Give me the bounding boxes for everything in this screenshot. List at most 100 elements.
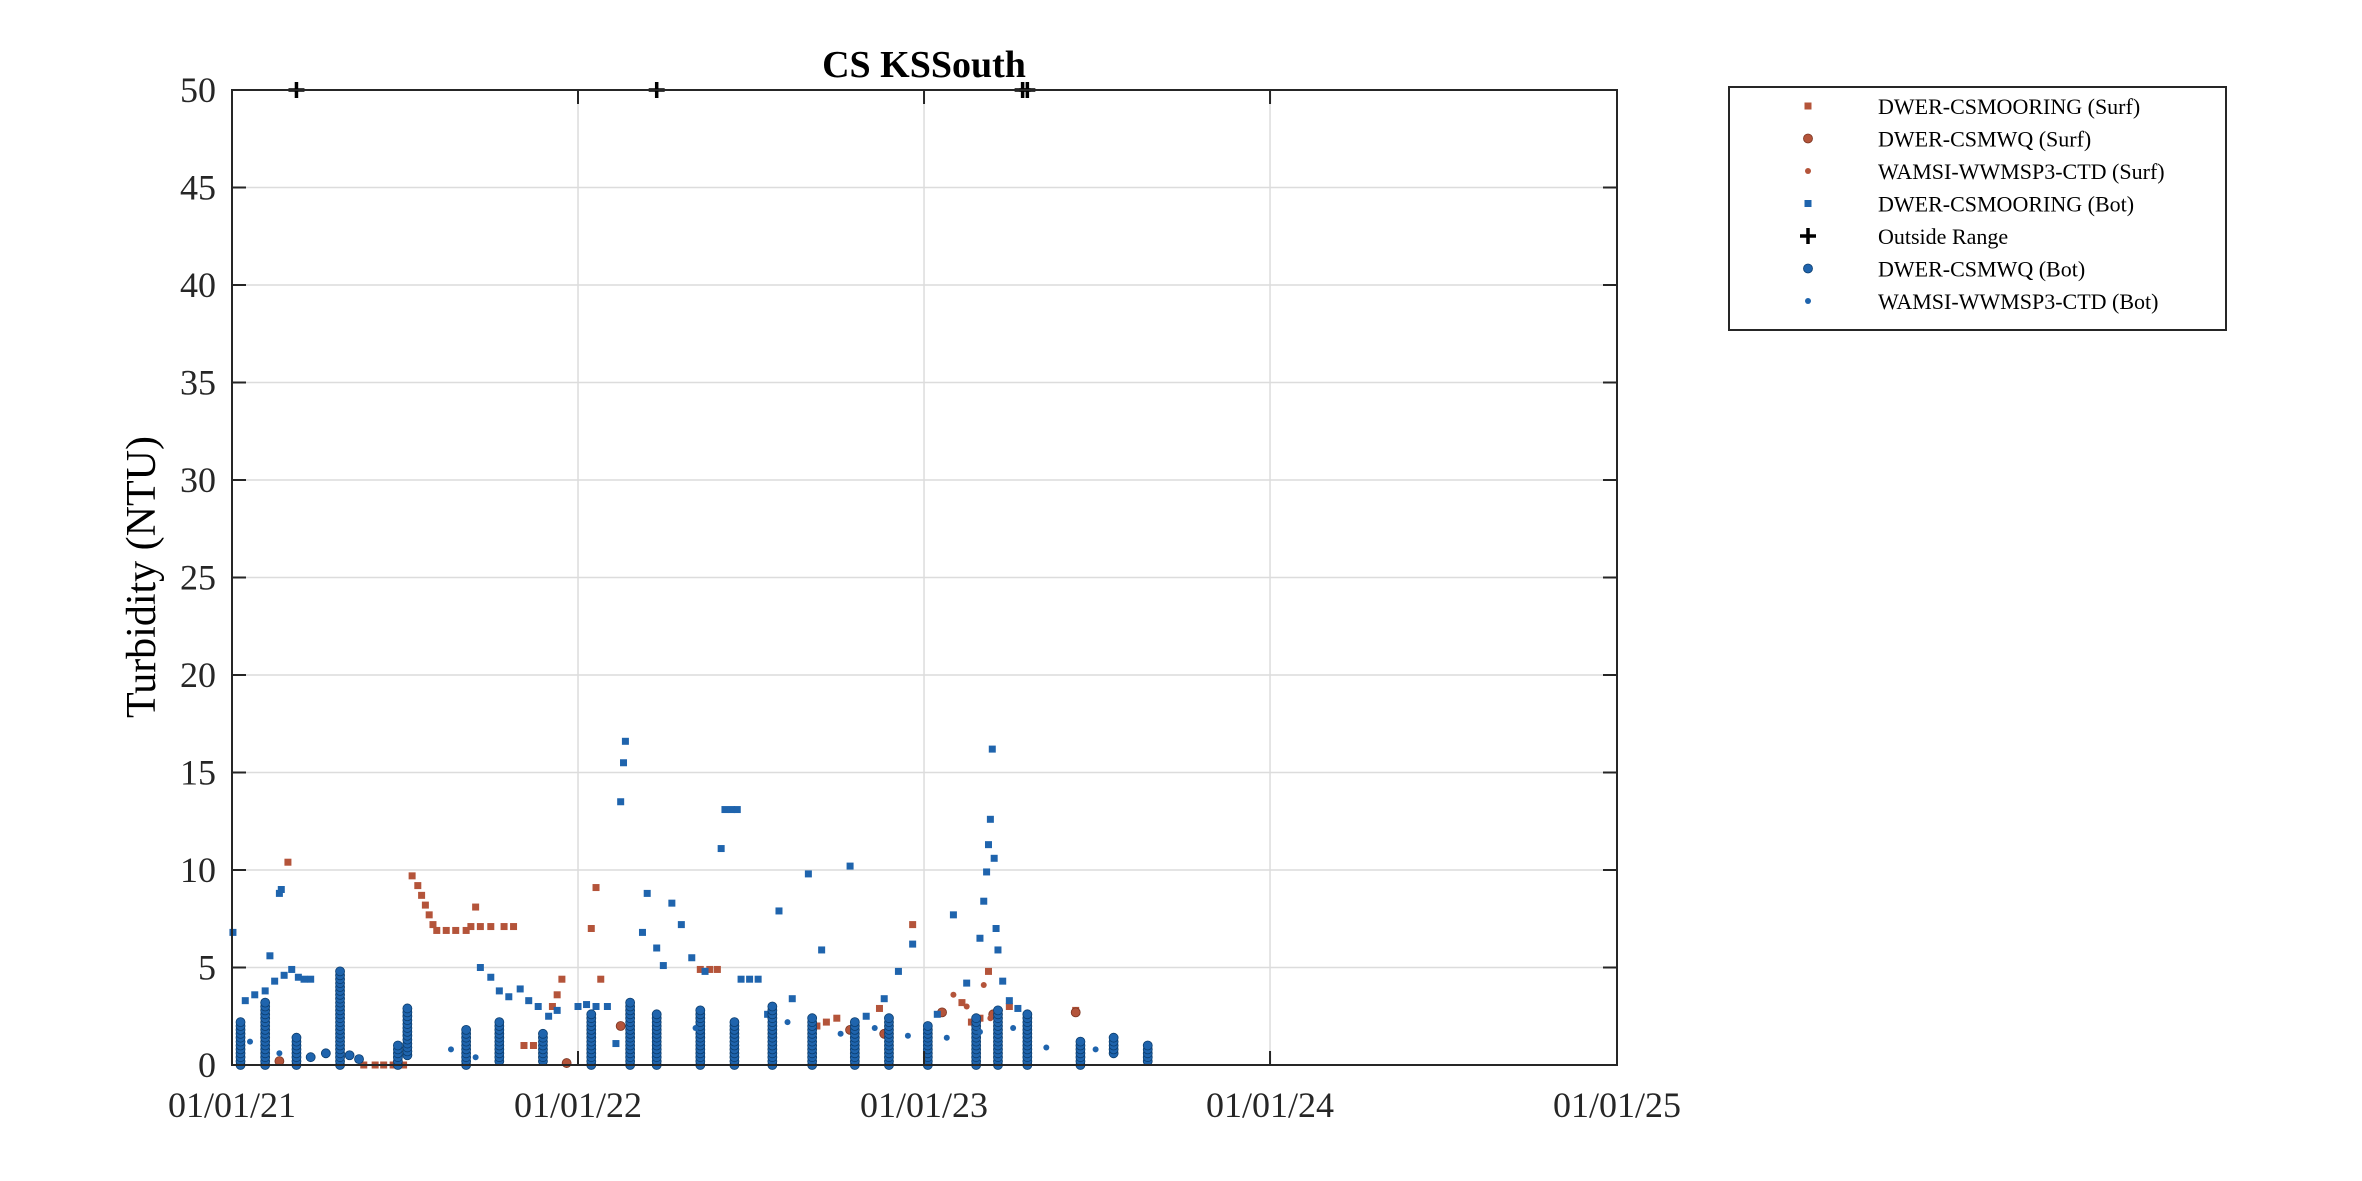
wamsi-wwmsp3-ctd-surf-point (963, 1003, 970, 1010)
dwer-csmwq-bot-point (625, 997, 636, 1008)
dwer-csmooring-surf-point (909, 921, 917, 929)
legend-marker-dwer-csmooring-surf (1804, 102, 1812, 110)
dwer-csmooring-surf-point (425, 911, 433, 919)
dwer-csmooring-surf-point (548, 1003, 556, 1010)
dwer-csmwq-bot-point (461, 1025, 472, 1035)
legend-marker-dwer-csmwq-bot (1803, 263, 1813, 274)
wamsi-wwmsp3-ctd-bot-point (1092, 1046, 1099, 1053)
dwer-csmooring-bot-point (1005, 997, 1013, 1005)
dwer-csmooring-bot-point (990, 854, 998, 862)
dwer-csmooring-surf-point (487, 923, 495, 931)
dwer-csmwq-bot-point (767, 1001, 778, 1012)
y-tick-label: 20 (180, 655, 216, 695)
dwer-csmooring-bot-point (620, 759, 628, 767)
dwer-csmwq-bot-point (320, 1048, 331, 1059)
dwer-csmwq-bot-point (494, 1017, 505, 1027)
dwer-csmooring-bot-point (988, 745, 996, 753)
dwer-csmwq-bot-point (354, 1054, 364, 1065)
dwer-csmooring-bot-point (553, 1006, 561, 1014)
dwer-csmwq-bot-point (586, 1009, 597, 1020)
dwer-csmooring-bot-point (949, 911, 957, 919)
dwer-csmooring-surf-point (418, 891, 426, 899)
dwer-csmooring-surf-point (462, 926, 470, 934)
dwer-csmooring-surf-point (429, 921, 437, 929)
dwer-csmooring-bot-point (621, 737, 629, 745)
y-tick-label: 10 (180, 850, 216, 890)
y-axis-label: Turbidity (NTU) (119, 436, 165, 718)
y-tick-label: 40 (180, 265, 216, 305)
dwer-csmooring-bot-point (880, 995, 888, 1003)
dwer-csmooring-bot-point (994, 946, 1002, 954)
dwer-csmooring-surf-point (452, 926, 460, 934)
dwer-csmwq-bot-point (538, 1028, 548, 1039)
dwer-csmooring-bot-point (983, 868, 991, 876)
dwer-csmooring-bot-point (275, 889, 283, 897)
y-tick-label: 25 (180, 558, 216, 598)
dwer-csmooring-bot-point (804, 870, 812, 878)
wamsi-wwmsp3-ctd-bot-point (837, 1030, 844, 1037)
dwer-csmooring-bot-point (280, 971, 288, 979)
dwer-csmooring-surf-point (442, 926, 450, 934)
dwer-csmooring-bot-point (583, 1001, 591, 1009)
legend-box (1728, 86, 2227, 331)
dwer-csmooring-surf-point (433, 926, 441, 934)
x-tick-label: 01/01/25 (1553, 1085, 1681, 1125)
legend: DWER-CSMOORING (Surf) DWER-CSMWQ (Surf) WA… (1728, 86, 2227, 331)
legend-label-outside-range: Outside Range (1878, 224, 2008, 249)
legend-label-dwer-csmooring-surf: DWER-CSMOORING (Surf) (1878, 94, 2140, 119)
y-tick-label: 15 (180, 753, 216, 793)
dwer-csmooring-bot-point (746, 975, 754, 983)
wamsi-wwmsp3-ctd-bot-point (904, 1032, 911, 1039)
dwer-csmooring-surf-point (1005, 1003, 1013, 1010)
dwer-csmwq-bot-point (1142, 1040, 1153, 1051)
wamsi-wwmsp3-ctd-bot-point (871, 1024, 878, 1031)
dwer-csmwq-bot-point (260, 997, 271, 1008)
dwer-csmooring-bot-point (241, 997, 249, 1005)
wamsi-wwmsp3-ctd-bot-point (472, 1054, 479, 1061)
dwer-csmwq-bot-point (971, 1013, 982, 1024)
dwer-csmwq-bot-point (884, 1013, 894, 1024)
dwer-csmooring-bot-point (677, 921, 685, 929)
dwer-csmooring-surf-point (833, 1014, 841, 1022)
dwer-csmooring-bot-point (545, 1012, 553, 1020)
legend-marker-dwer-csmwq-surf (1803, 133, 1813, 144)
dwer-csmwq-bot-point (729, 1017, 740, 1027)
wamsi-wwmsp3-ctd-surf-point (987, 1015, 994, 1022)
dwer-csmooring-bot-point (534, 1003, 542, 1010)
dwer-csmooring-bot-point (775, 907, 783, 915)
dwer-csmooring-bot-point (251, 991, 259, 999)
legend-marker-dwer-csmooring-bot (1804, 200, 1812, 207)
wamsi-wwmsp3-ctd-bot-point (247, 1038, 254, 1045)
dwer-csmooring-surf-point (414, 882, 422, 890)
dwer-csmooring-bot-point (788, 995, 796, 1003)
dwer-csmooring-bot-point (980, 897, 988, 905)
dwer-csmooring-surf-point (696, 965, 704, 973)
legend-label-dwer-csmooring-bot: DWER-CSMOORING (Bot) (1878, 192, 2134, 217)
dwer-csmwq-surf-point (561, 1058, 572, 1068)
legend-marker-wamsi-wwmsp3-ctd-surf (1805, 168, 1811, 174)
dwer-csmwq-bot-point (922, 1021, 933, 1031)
y-tick-label: 0 (198, 1045, 216, 1085)
legend-label-dwer-csmwq-surf: DWER-CSMWQ (Surf) (1878, 127, 2091, 152)
dwer-csmooring-bot-point (999, 977, 1007, 985)
dwer-csmooring-bot-point (976, 934, 984, 942)
dwer-csmooring-bot-point (288, 965, 296, 973)
axis-ticks: 0 5 10 15 20 25 30 35 40 45 50 01/01/21 01/01/22 01/0… (168, 70, 1681, 1125)
dwer-csmooring-bot-point (754, 975, 762, 983)
dwer-csmooring-surf-point (500, 923, 508, 931)
dwer-csmooring-bot-point (733, 806, 741, 814)
grid-lines (232, 90, 1617, 1065)
dwer-csmooring-surf-point (408, 872, 416, 880)
dwer-csmooring-surf-point (984, 967, 992, 975)
dwer-csmooring-bot-point (294, 973, 302, 981)
dwer-csmooring-surf-point (822, 1018, 830, 1026)
wamsi-wwmsp3-ctd-bot-point (1010, 1024, 1017, 1031)
dwer-csmooring-bot-point (516, 985, 524, 993)
x-tick-label: 01/01/24 (1206, 1085, 1334, 1125)
dwer-csmooring-bot-point (668, 899, 676, 907)
dwer-csmwq-bot-point (993, 1005, 1003, 1016)
dwer-csmwq-bot-point (807, 1013, 818, 1024)
chart-title: CS KSSouth (822, 44, 1026, 86)
dwer-csmooring-bot-point (574, 1003, 582, 1010)
dwer-csmwq-bot-point (849, 1017, 860, 1027)
